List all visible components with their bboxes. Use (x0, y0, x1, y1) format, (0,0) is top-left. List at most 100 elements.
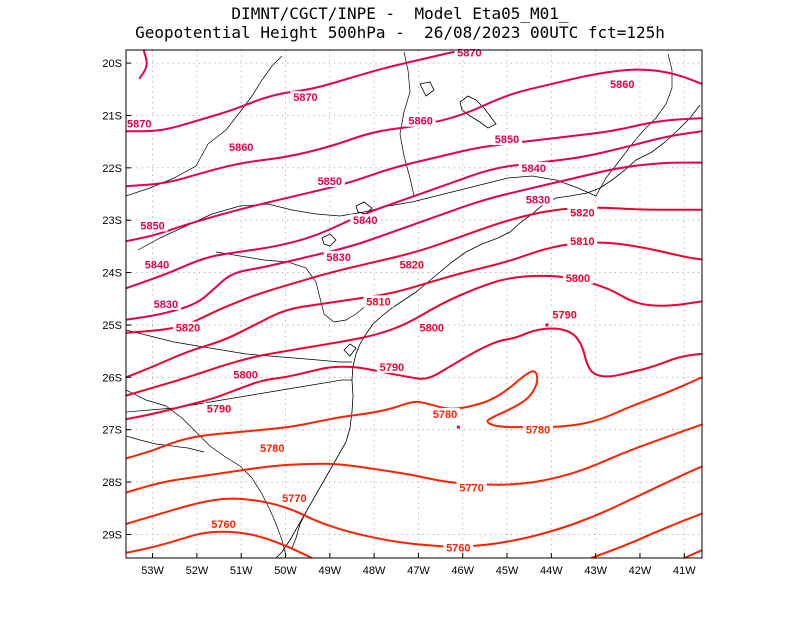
state-border (125, 379, 352, 413)
state-border (125, 329, 352, 363)
lat-tick-label: 28S (102, 477, 122, 489)
contour-label-5830: 5830 (154, 299, 178, 311)
bay-outline (343, 343, 357, 357)
lon-tick-label: 53W (141, 565, 164, 577)
contour-label-5870: 5870 (127, 118, 151, 130)
contour-label-bg (492, 133, 523, 146)
lon-tick-label: 50W (274, 565, 297, 577)
extremum-marker (456, 425, 460, 429)
lat-tick-label: 29S (102, 529, 122, 541)
lat-tick-label: 26S (102, 372, 122, 384)
title-line-2: Geopotential Height 500hPa - 26/08/2023 … (135, 23, 665, 42)
contour-label-bg (443, 541, 474, 554)
contour-label-bg (150, 298, 181, 310)
contour-label-5800: 5800 (419, 323, 443, 335)
contour-label-5840: 5840 (353, 215, 377, 227)
lon-tick-label: 47W (407, 565, 430, 577)
contour-label-5870: 5870 (457, 48, 481, 60)
state-border (215, 251, 381, 323)
state-border (399, 51, 415, 197)
axis-ticks: 20S 21S 22S 23S 24S 25S 26S 27S 28S 29S 53W 52W 51W 5… (102, 58, 696, 577)
contour-label-5810: 5810 (366, 296, 390, 308)
contour-label-bg (279, 491, 310, 504)
contour-label-5820: 5820 (176, 323, 200, 335)
contour-label-5800: 5800 (566, 273, 590, 285)
contour-label-bg (314, 174, 345, 187)
lake-outline (321, 233, 337, 247)
contour-label-5770: 5770 (282, 493, 306, 505)
state-border (595, 53, 673, 197)
contour-line-5860 (126, 68, 702, 188)
contour-label-bg (518, 161, 549, 174)
contour-label-bg (376, 360, 407, 373)
lon-tick-label: 46W (451, 565, 474, 577)
contour-label-bg (523, 193, 554, 206)
lon-tick-label: 49W (319, 565, 342, 577)
lat-tick-label: 20S (102, 58, 122, 70)
contour-label-5830: 5830 (526, 194, 550, 206)
contour-label-5840: 5840 (521, 163, 545, 175)
contour-label-5850: 5850 (495, 134, 519, 146)
contour-label-bg (562, 271, 593, 284)
lake-outline (419, 81, 435, 97)
contour-label-bg (549, 308, 580, 321)
contour-labels: 5870 5870 5870 5860 5860 5860 5850 5850 5850 5840… (124, 46, 638, 555)
state-border (125, 143, 209, 197)
contour-label-bg (456, 481, 487, 494)
contour-line-5850 (126, 117, 702, 243)
contour-label-bg (567, 235, 598, 248)
contour-label-5790: 5790 (552, 309, 576, 321)
contour-label-5780: 5780 (433, 409, 457, 421)
contour-label-5760: 5760 (446, 543, 470, 555)
contour-label-bg (173, 321, 204, 334)
lat-tick-label: 27S (102, 425, 122, 437)
lon-tick-label: 48W (363, 565, 386, 577)
contour-line-5760 (126, 530, 313, 558)
contour-label-5820: 5820 (400, 260, 424, 272)
contour-label-5860: 5860 (408, 116, 432, 128)
contour-line-5830 (126, 161, 702, 321)
contour-label-5860: 5860 (229, 142, 253, 154)
contour-label-bg (208, 517, 239, 530)
lat-tick-label: 22S (102, 163, 122, 175)
extremum-marker (545, 323, 549, 327)
contour-label-bg (230, 368, 261, 381)
lon-tick-label: 41W (673, 565, 696, 577)
contour-label-bg (416, 321, 447, 334)
contour-label-5770: 5770 (459, 482, 483, 494)
contour-label-5760: 5760 (211, 519, 235, 531)
contour-label-5840: 5840 (145, 260, 169, 272)
contour-line-5790 (126, 327, 702, 421)
lat-tick-label: 23S (102, 215, 122, 227)
lon-tick-label: 52W (186, 565, 209, 577)
contour-label-5820: 5820 (570, 207, 594, 219)
contour-label-bg (363, 295, 394, 308)
contour-label-bg (290, 91, 321, 104)
contour-label-5780: 5780 (260, 443, 284, 455)
country-border (125, 435, 205, 453)
contour-label-bg (323, 250, 354, 263)
contour-line-5870 (126, 50, 463, 133)
lon-tick-label: 45W (496, 565, 519, 577)
lon-tick-label: 44W (540, 565, 563, 577)
contour-label-bg (567, 206, 598, 219)
contour-line-5750 (590, 512, 702, 558)
contour-label-5810: 5810 (570, 236, 594, 248)
lat-tick-label: 25S (102, 320, 122, 332)
contour-label-5860: 5860 (610, 79, 634, 91)
contour-label-bg (430, 407, 461, 420)
contour-label-bg (607, 78, 638, 91)
contour-label-5780: 5780 (526, 425, 550, 437)
contour-label-5870: 5870 (293, 92, 317, 104)
lat-tick-label: 21S (102, 110, 122, 122)
contour-label-5830: 5830 (326, 252, 350, 264)
map-frame (125, 49, 703, 559)
contour-label-5850: 5850 (140, 220, 164, 232)
contour-line-5750 (683, 549, 702, 558)
contour-label-bg (257, 442, 288, 455)
lat-tick-label: 24S (102, 268, 122, 280)
lon-tick-label: 42W (629, 565, 652, 577)
lon-tick-label: 43W (584, 565, 607, 577)
contour-label-bg (226, 140, 257, 153)
